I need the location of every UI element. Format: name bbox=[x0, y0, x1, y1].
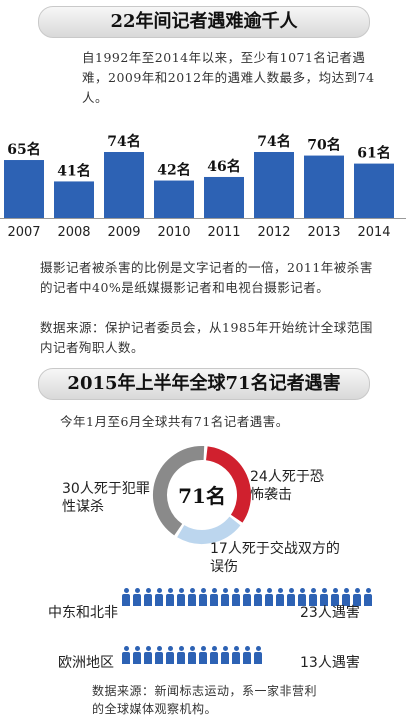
bar-2013 bbox=[304, 155, 344, 218]
person-icon bbox=[177, 646, 185, 664]
person-icon bbox=[287, 588, 295, 606]
person-icon bbox=[298, 588, 306, 606]
section2-title: 2015年上半年全球71名记者遇害 bbox=[38, 368, 370, 400]
person-icon bbox=[155, 646, 163, 664]
x-tick-label: 2013 bbox=[307, 225, 340, 240]
people-row-europe bbox=[122, 646, 265, 664]
donut-label-murder: 30人死于犯罪性谋杀 bbox=[62, 481, 150, 515]
person-icon bbox=[232, 588, 240, 606]
person-icon bbox=[122, 646, 130, 664]
bar-value-label: 74名 bbox=[107, 133, 140, 150]
person-icon bbox=[144, 646, 152, 664]
person-icon bbox=[353, 588, 361, 606]
donut-chart: 71名 bbox=[153, 446, 251, 544]
person-icon bbox=[364, 588, 372, 606]
person-icon bbox=[276, 588, 284, 606]
person-icon bbox=[243, 646, 251, 664]
person-icon bbox=[254, 588, 262, 606]
person-icon bbox=[331, 588, 339, 606]
bar-2007 bbox=[4, 160, 44, 218]
row-value-mena: 23人遇害 bbox=[300, 605, 360, 621]
person-icon bbox=[188, 588, 196, 606]
person-icon bbox=[122, 588, 130, 606]
x-tick-label: 2010 bbox=[157, 225, 190, 240]
person-icon bbox=[254, 646, 262, 664]
people-row-mena bbox=[122, 588, 375, 606]
person-icon bbox=[210, 588, 218, 606]
bar-value-label: 46名 bbox=[207, 158, 240, 175]
row-label-europe: 欧洲地区 bbox=[58, 655, 114, 671]
donut-slice-murder bbox=[153, 446, 205, 536]
person-icon bbox=[155, 588, 163, 606]
bar-2012 bbox=[254, 152, 294, 218]
bar-chart: 65名 2007 41名 2008 74名 2009 42名 2010 46名 2011 74名 20… bbox=[0, 133, 406, 240]
person-icon bbox=[320, 588, 328, 606]
bar-value-label: 61名 bbox=[357, 145, 390, 162]
x-tick-label: 2009 bbox=[107, 225, 140, 240]
bar-2008 bbox=[54, 181, 94, 218]
section1-intro: 自1992年至2014年以来，至少有1071名记者遇难，2009年和2012年的… bbox=[82, 50, 375, 105]
bar-2010 bbox=[154, 180, 194, 218]
bar-value-label: 65名 bbox=[7, 141, 40, 158]
person-icon bbox=[221, 646, 229, 664]
x-tick-label: 2011 bbox=[207, 225, 240, 240]
donut-label-crossfire: 17人死于交战双方的误伤 bbox=[210, 541, 340, 575]
donut-slice-crossfire bbox=[177, 516, 241, 544]
bar-value-label: 41名 bbox=[57, 162, 90, 179]
person-icon bbox=[177, 588, 185, 606]
person-icon bbox=[133, 646, 141, 664]
person-icon bbox=[309, 588, 317, 606]
section1-source: 数据来源：保护记者委员会，从1985年开始统计全球范围内记者殉职人数。 bbox=[40, 320, 373, 355]
person-icon bbox=[265, 588, 273, 606]
person-icon bbox=[199, 588, 207, 606]
person-icon bbox=[188, 646, 196, 664]
donut-slice-terror bbox=[205, 446, 251, 523]
person-icon bbox=[144, 588, 152, 606]
section2-intro: 今年1月至6月全球共有71名记者遇害。 bbox=[60, 414, 289, 429]
donut-center-label: 71名 bbox=[178, 484, 226, 508]
bar-2009 bbox=[104, 152, 144, 218]
x-tick-label: 2007 bbox=[7, 225, 40, 240]
donut-label-terror: 24人死于恐怖袭击 bbox=[250, 469, 324, 503]
person-icon bbox=[232, 646, 240, 664]
row-value-europe: 13人遇害 bbox=[300, 655, 360, 671]
bar-value-label: 42名 bbox=[157, 162, 190, 179]
row-label-mena: 中东和北非 bbox=[48, 605, 118, 621]
bar-2011 bbox=[204, 176, 244, 218]
person-icon bbox=[342, 588, 350, 606]
person-icon bbox=[166, 646, 174, 664]
bar-value-label: 74名 bbox=[257, 133, 290, 150]
person-icon bbox=[243, 588, 251, 606]
x-tick-label: 2012 bbox=[257, 225, 290, 240]
person-icon bbox=[199, 646, 207, 664]
x-tick-label: 2008 bbox=[57, 225, 90, 240]
section1-note: 摄影记者被杀害的比例是文字记者的一倍，2011年被杀害的记者中40%是纸媒摄影记… bbox=[40, 260, 373, 295]
bar-value-label: 70名 bbox=[307, 137, 340, 154]
x-tick-label: 2014 bbox=[357, 225, 390, 240]
person-icon bbox=[221, 588, 229, 606]
person-icon bbox=[133, 588, 141, 606]
section1-title: 22年间记者遇难逾千人 bbox=[38, 6, 370, 38]
bar-2014 bbox=[354, 163, 394, 218]
person-icon bbox=[166, 588, 174, 606]
section2-source: 数据来源：新闻标志运动，系一家非营利的全球媒体观察机构。 bbox=[92, 684, 318, 716]
person-icon bbox=[210, 646, 218, 664]
